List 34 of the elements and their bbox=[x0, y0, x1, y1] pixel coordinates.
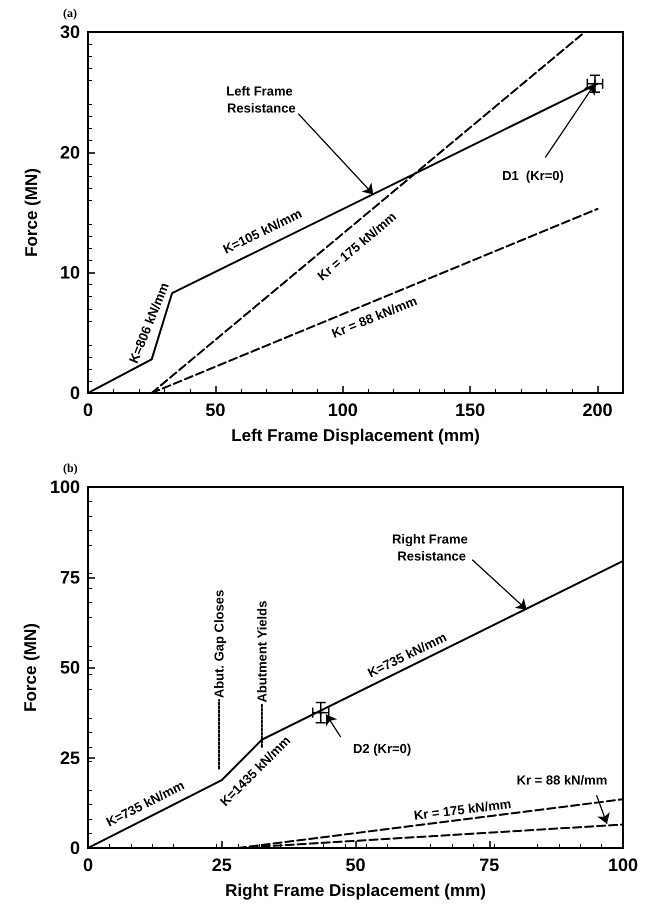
y-tick-label: 10 bbox=[60, 262, 80, 283]
x-tick-label: 50 bbox=[205, 400, 226, 420]
chart-title: (a) bbox=[63, 6, 77, 20]
annotation: Kr = 88 kN/mm bbox=[516, 772, 608, 788]
y-tick-label: 30 bbox=[60, 22, 80, 42]
annotation: Right Frame Resistance bbox=[392, 532, 472, 564]
annotation: D1 (Kr=0) bbox=[502, 168, 564, 184]
y-tick-label: 100 bbox=[50, 477, 80, 497]
x-tick-label: 200 bbox=[582, 400, 613, 420]
x-tick-label: 150 bbox=[455, 400, 486, 420]
annotation: Left Frame Resistance bbox=[226, 83, 296, 116]
y-axis-title: Force (MN) bbox=[21, 623, 40, 712]
chart-title: (b) bbox=[63, 461, 78, 475]
annotation: Kr = 88 kN/mm bbox=[329, 293, 420, 341]
x-axis-title: Left Frame Displacement (mm) bbox=[231, 426, 480, 445]
x-tick-label: 75 bbox=[479, 855, 500, 875]
y-tick-label: 50 bbox=[60, 658, 80, 678]
y-tick-label: 20 bbox=[60, 142, 80, 162]
y-tick-label: 0 bbox=[70, 383, 80, 403]
x-tick-label: 25 bbox=[212, 855, 232, 875]
y-axis-title: Force (MN) bbox=[22, 168, 41, 257]
y-tick-label: 25 bbox=[60, 748, 80, 768]
x-tick-label: 100 bbox=[608, 855, 638, 875]
x-axis-title: Right Frame Displacement (mm) bbox=[225, 881, 486, 900]
annotation: Abutment Yields bbox=[254, 600, 270, 703]
x-tick-label: 0 bbox=[82, 400, 94, 420]
annotation: Kr = 175 kN/mm bbox=[412, 796, 512, 823]
y-tick-label: 0 bbox=[70, 838, 80, 858]
annotation: Abut. Gap Closes bbox=[212, 590, 227, 698]
y-tick-label: 75 bbox=[60, 567, 80, 588]
x-tick-label: 0 bbox=[82, 855, 94, 875]
annotation: D2 (Kr=0) bbox=[352, 740, 412, 756]
x-tick-label: 100 bbox=[328, 400, 358, 420]
x-tick-label: 50 bbox=[345, 855, 366, 875]
